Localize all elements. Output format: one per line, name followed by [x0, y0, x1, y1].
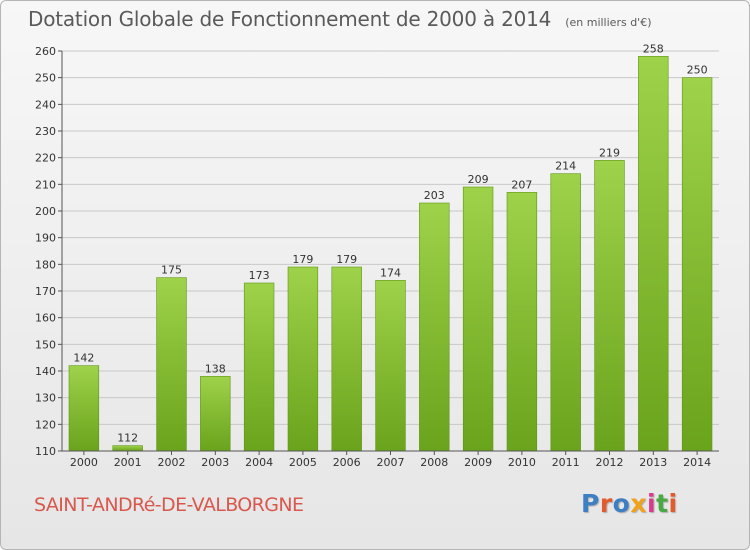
bar-2008 — [419, 202, 450, 452]
x-tick-label: 2013 — [639, 456, 667, 469]
data-label: 179 — [336, 253, 357, 266]
x-tick-label: 2001 — [114, 456, 142, 469]
data-label: 138 — [205, 362, 226, 375]
bar-2007 — [375, 280, 406, 452]
y-tick-label: 110 — [35, 445, 56, 458]
y-tick-label: 240 — [35, 98, 56, 111]
logo-letter: P — [581, 489, 600, 518]
logo-letter: i — [668, 489, 678, 518]
x-tick-label: 2003 — [201, 456, 229, 469]
x-tick-label: 2002 — [158, 456, 186, 469]
data-label: 175 — [161, 264, 182, 277]
data-label: 209 — [468, 173, 489, 186]
data-label: 112 — [117, 432, 138, 445]
axis-layer: 110 120 130 140 150 160 170 180 190 200 210 220 230 2… — [35, 45, 719, 469]
data-label: 250 — [687, 64, 708, 77]
y-tick-label: 140 — [35, 365, 56, 378]
bar-layer — [68, 56, 713, 452]
data-label: 179 — [292, 253, 313, 266]
y-tick-label: 180 — [35, 258, 56, 271]
x-tick-label: 2014 — [683, 456, 711, 469]
y-tick-label: 260 — [35, 45, 56, 58]
x-tick-label: 2006 — [333, 456, 361, 469]
logo-letter: o — [612, 489, 631, 518]
x-tick-label: 2007 — [377, 456, 405, 469]
x-tick-label: 2010 — [508, 456, 536, 469]
bar-2012 — [594, 160, 625, 452]
data-label: 258 — [643, 42, 664, 55]
title-row: Dotation Globale de Fonctionnement de 20… — [28, 7, 651, 31]
x-tick-label: 2005 — [289, 456, 317, 469]
y-tick-label: 120 — [35, 418, 56, 431]
data-label: 142 — [73, 352, 94, 365]
y-tick-label: 190 — [35, 232, 56, 245]
logo-letter: r — [599, 489, 613, 518]
x-tick-label: 2000 — [70, 456, 98, 469]
bar-2009 — [462, 186, 494, 452]
y-tick-label: 200 — [35, 205, 56, 218]
data-label-layer: 142 112 175 138 173 179 179 174 203 209 207 214 219 2… — [73, 42, 707, 444]
logo-letter: x — [630, 489, 647, 518]
bar-2000 — [68, 365, 100, 452]
bar-2002 — [156, 277, 187, 452]
logo-letter: i — [647, 489, 657, 518]
bar-2004 — [243, 282, 275, 452]
bar-2010 — [506, 192, 538, 452]
y-tick-label: 160 — [35, 312, 56, 325]
y-tick-label: 170 — [35, 285, 56, 298]
y-tick-label: 230 — [35, 125, 56, 138]
x-tick-label: 2011 — [552, 456, 580, 469]
x-tick-label: 2012 — [596, 456, 624, 469]
chart-title: Dotation Globale de Fonctionnement de 20… — [28, 7, 552, 31]
data-label: 219 — [599, 146, 620, 159]
bar-2014 — [681, 77, 713, 452]
data-label: 214 — [555, 160, 576, 173]
data-label: 174 — [380, 266, 401, 279]
commune-name: SAINT-ANDRé-DE-VALBORGNE — [34, 494, 304, 516]
y-tick-label: 220 — [35, 152, 56, 165]
x-tick-label: 2004 — [245, 456, 273, 469]
bar-2003 — [200, 376, 231, 452]
data-label: 207 — [511, 178, 532, 191]
x-tick-label: 2009 — [464, 456, 492, 469]
data-label: 173 — [249, 269, 270, 282]
logo-letter: t — [656, 489, 669, 518]
y-tick-label: 210 — [35, 178, 56, 191]
y-tick-label: 130 — [35, 392, 56, 405]
y-tick-label: 150 — [35, 338, 56, 351]
y-tick-label: 250 — [35, 72, 56, 85]
chart-subtitle: (en milliers d'€) — [565, 16, 652, 29]
bar-2006 — [331, 266, 362, 452]
bar-2011 — [550, 173, 581, 452]
bar-2005 — [287, 266, 319, 452]
x-tick-label: 2008 — [420, 456, 448, 469]
bar-2013 — [638, 56, 669, 452]
proxiti-logo[interactable]: Proxiti — [581, 489, 678, 518]
bar-2001 — [112, 445, 143, 452]
data-label: 203 — [424, 189, 445, 202]
